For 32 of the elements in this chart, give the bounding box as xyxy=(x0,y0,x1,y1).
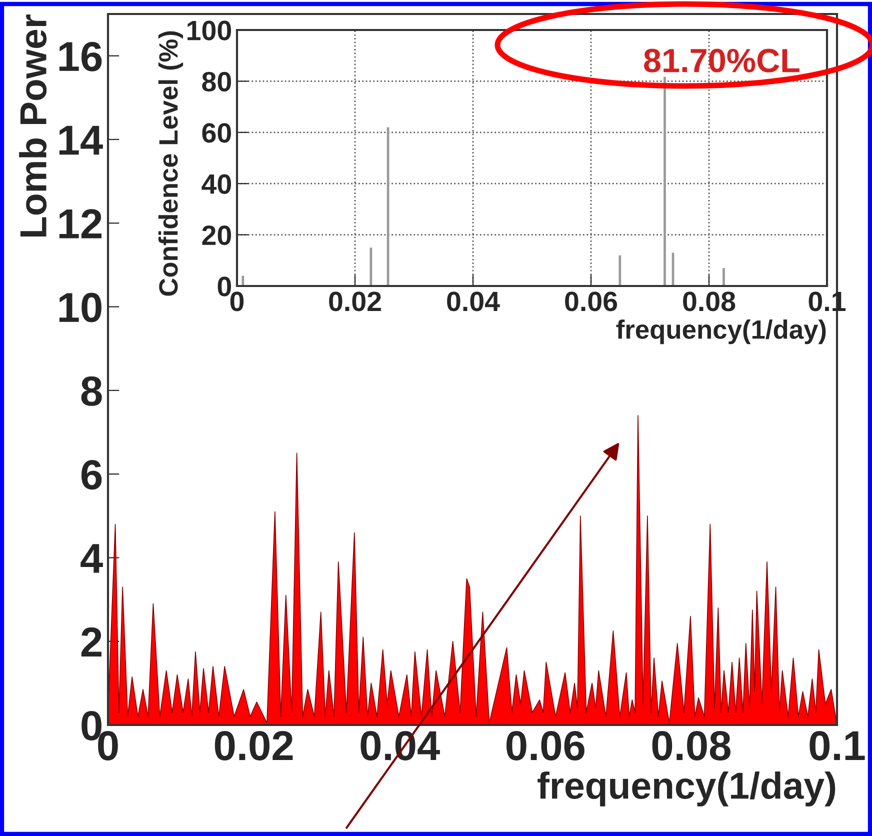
y-tick-label: 10 xyxy=(59,292,102,322)
bar xyxy=(722,268,725,286)
y-axis-title: Confidence Level (%) xyxy=(158,31,184,296)
bar xyxy=(664,76,666,286)
y-tick-label: 16 xyxy=(59,42,102,72)
annotation: 81.70%CL xyxy=(644,48,800,72)
y-tick-label: 80 xyxy=(202,72,232,92)
y-tick-label: 14 xyxy=(59,126,103,155)
x-tick-label: 0.06 xyxy=(565,292,618,312)
x-tick-label: 0.06 xyxy=(506,730,584,760)
x-tick-label: 0.04 xyxy=(447,292,500,312)
x-tick-label: 0.02 xyxy=(214,730,293,760)
y-tick-label: 6 xyxy=(81,460,102,490)
bar xyxy=(242,276,244,286)
bar xyxy=(618,255,622,286)
y-tick-label: 12 xyxy=(59,209,102,238)
y-tick-label: 8 xyxy=(81,376,102,406)
y-tick-label: 2 xyxy=(81,627,102,656)
y-tick-label: 0 xyxy=(218,276,231,296)
y-tick-label: 4 xyxy=(80,544,103,573)
y-tick-label: 40 xyxy=(202,174,232,194)
x-tick-label: 0.1 xyxy=(810,730,865,760)
y-tick-label: 100 xyxy=(188,20,232,40)
x-tick-label: 0.08 xyxy=(652,730,730,760)
x-axis-title: frequency(1/day) xyxy=(538,771,836,806)
x-tick-label: 0.02 xyxy=(329,292,381,312)
y-axis-title: Lomb Power xyxy=(19,14,47,237)
x-tick-label: 0 xyxy=(230,292,244,312)
x-axis-title: frequency(1/day) xyxy=(616,320,826,344)
x-tick-label: 0.08 xyxy=(683,292,736,312)
y-tick-label: 60 xyxy=(202,123,232,143)
y-tick-label: 20 xyxy=(202,225,232,246)
